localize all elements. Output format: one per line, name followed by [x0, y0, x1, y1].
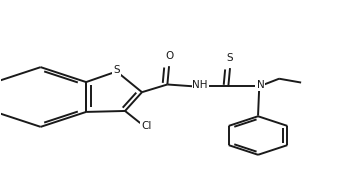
- Text: NH: NH: [192, 80, 208, 90]
- Text: Cl: Cl: [141, 121, 152, 131]
- Text: S: S: [227, 53, 233, 63]
- Text: O: O: [165, 51, 173, 61]
- Text: S: S: [113, 65, 120, 75]
- Text: N: N: [257, 80, 265, 90]
